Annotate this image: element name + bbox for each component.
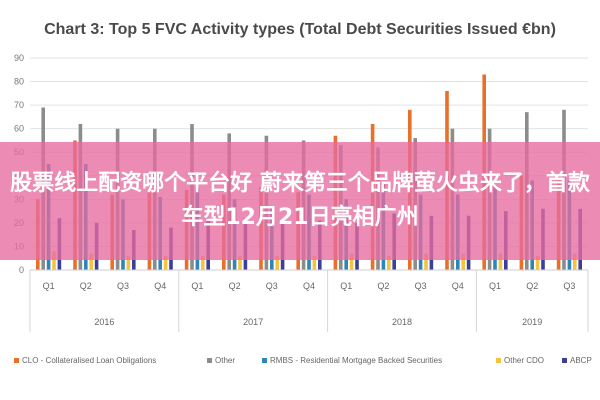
overlay-text: 股票线上配资哪个平台好 蔚来第三个品牌萤火虫来了，首款车型12月21日亮相广州 [10,171,590,230]
x-tick-label: Q3 [415,281,427,291]
legend-label: Other [215,356,235,365]
legend-item: CLO - Collateralised Loan Obligations [14,356,156,365]
x-tick-label: Q1 [43,281,55,291]
x-tick-label: Q2 [80,281,92,291]
year-label: 2018 [392,317,412,327]
x-tick-label: Q4 [303,281,315,291]
y-tick-label: 70 [14,100,24,110]
legend-label: CLO - Collateralised Loan Obligations [22,356,156,365]
bar [52,251,56,270]
legend-swatch [496,358,501,363]
legend-swatch [262,358,267,363]
legend: CLO - Collateralised Loan Obligations Oth… [14,356,592,365]
series-4 [52,251,577,270]
x-tick-label: Q2 [377,281,389,291]
legend-label: ABCP [570,356,592,365]
legend-item: RMBS - Residential Mortgage Backed Secur… [262,356,442,365]
year-label: 2016 [94,317,114,327]
x-tick-label: Q3 [117,281,129,291]
legend-swatch [207,358,212,363]
legend-item: Other [207,356,235,365]
bar [89,253,93,270]
x-tick-label: Q1 [489,281,501,291]
x-tick-label: Q3 [563,281,575,291]
bar [275,255,279,270]
bar [424,253,428,270]
legend-label: Other CDO [504,356,544,365]
y-tick-label: 90 [14,53,24,63]
bar [461,253,465,270]
chart-title: Chart 3: Top 5 FVC Activity types (Total… [44,21,556,38]
bar [349,253,354,270]
x-tick-label: Q3 [266,281,278,291]
bar [126,255,131,270]
overlay-banner: 股票线上配资哪个平台好 蔚来第三个品牌萤火虫来了，首款车型12月21日亮相广州 [0,142,600,260]
bar [535,255,540,270]
x-tick-label: Q4 [154,281,166,291]
bar [573,253,577,270]
x-axis: Q1 Q2 Q3 Q4 Q1 Q2 Q3 Q4 Q1 Q2 Q3 Q4 Q1 Q2 Q3 2016 2017 20… [29,269,589,332]
bar [387,255,391,270]
x-tick-label: Q2 [526,281,538,291]
bar [201,255,205,270]
y-tick-label: 80 [14,77,24,87]
bar [498,253,503,270]
x-tick-label: Q1 [340,281,352,291]
legend-item: ABCP [562,356,592,365]
legend-swatch [562,358,567,363]
y-tick-label: 0 [19,265,24,275]
bar [238,255,242,270]
bar [163,255,168,270]
legend-item: Other CDO [496,356,544,365]
x-tick-label: Q4 [452,281,464,291]
bar [312,255,317,270]
legend-swatch [14,358,19,363]
legend-label: RMBS - Residential Mortgage Backed Secur… [270,356,442,365]
year-label: 2017 [243,317,263,327]
y-tick-label: 60 [14,124,24,134]
year-label: 2019 [522,317,542,327]
x-tick-label: Q1 [191,281,203,291]
x-tick-label: Q2 [229,281,241,291]
